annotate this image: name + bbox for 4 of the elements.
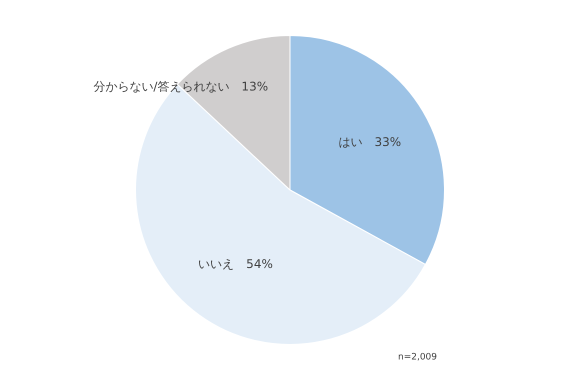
text: n=2,009 [398,352,438,362]
slice-label: いいえ 54% [198,257,273,272]
slice-label: 分からない/答えられない 13% [93,80,268,94]
slice-label: はい 33% [338,134,402,149]
